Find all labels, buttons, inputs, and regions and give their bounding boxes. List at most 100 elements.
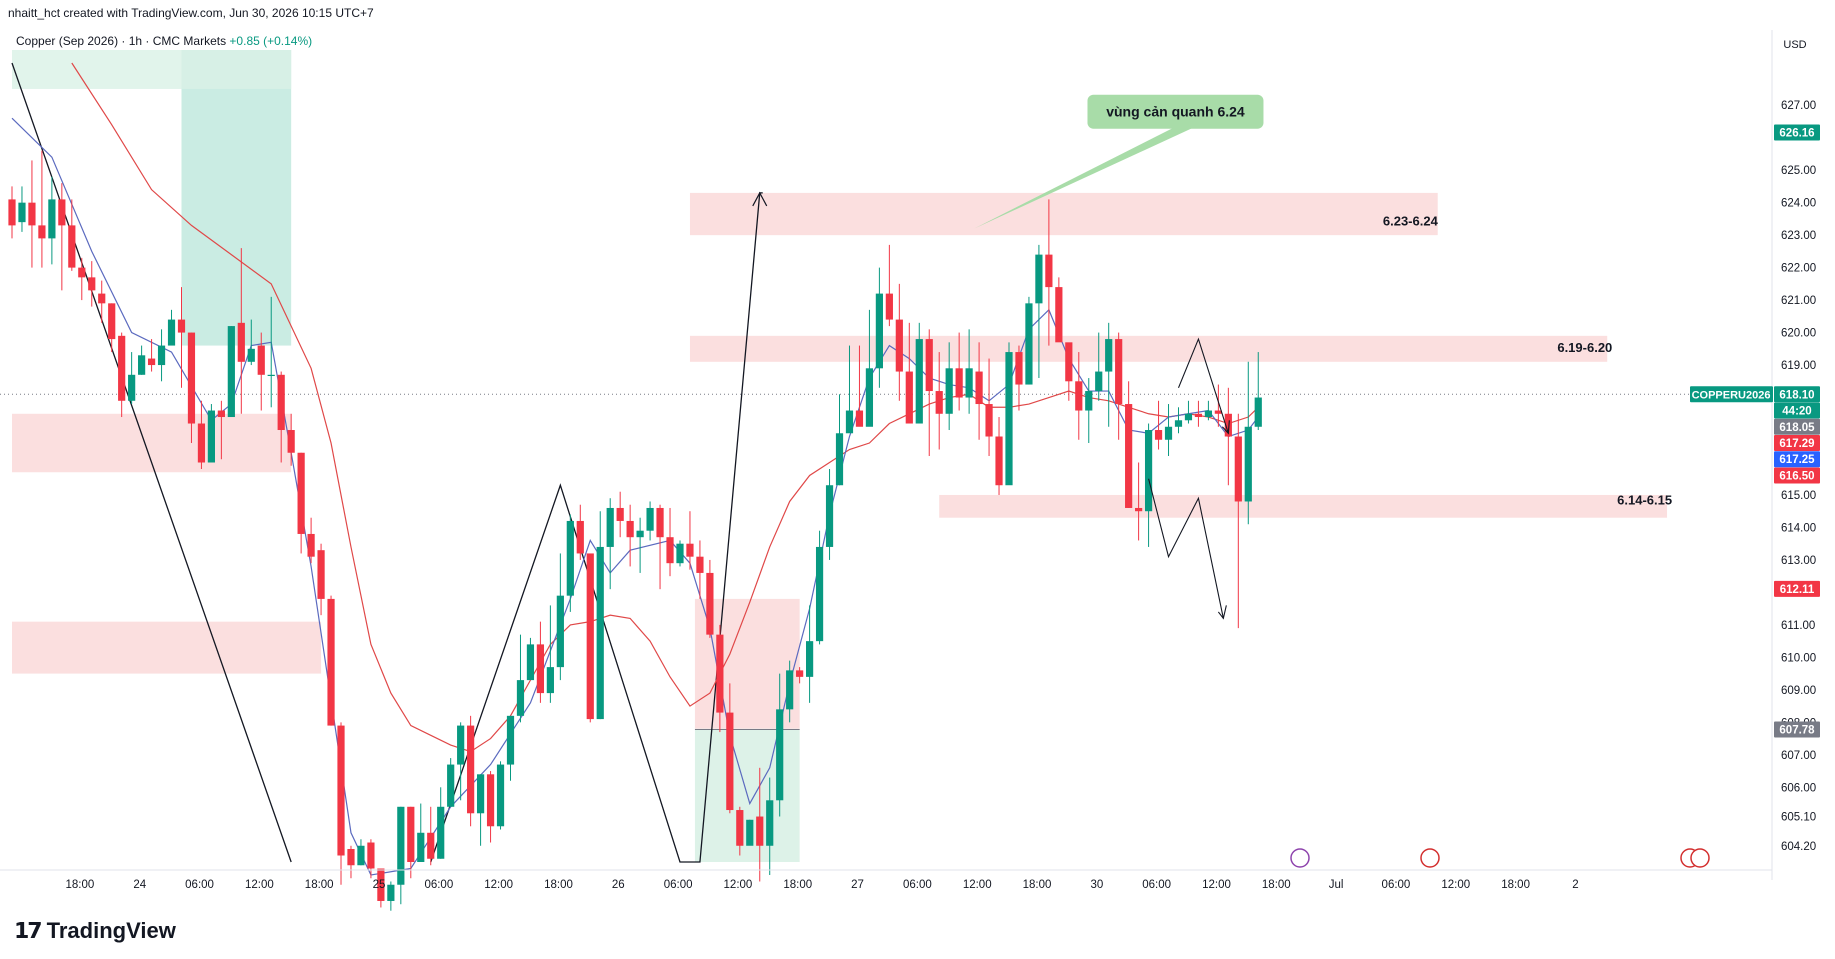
- callout-pointer: [974, 125, 1198, 229]
- candles-group: [8, 150, 1262, 911]
- candle-body: [257, 345, 265, 375]
- price-tag-bg: [1774, 580, 1820, 597]
- candle-body: [98, 293, 106, 304]
- candle-body: [696, 556, 704, 573]
- price-tag-bg: [1774, 418, 1820, 435]
- callout-text: vùng cản quanh 6.24: [1106, 104, 1245, 120]
- candle-body: [1234, 436, 1242, 502]
- candle-body: [1244, 426, 1252, 502]
- us-flag-event-icon: [1690, 848, 1710, 868]
- zone-label: 6.23-6.24: [1383, 213, 1439, 228]
- candle-body: [1025, 303, 1033, 385]
- resistance-zone: [939, 494, 1668, 518]
- candle-body: [955, 368, 963, 398]
- candle-body: [377, 868, 385, 901]
- candle-body: [506, 715, 515, 765]
- symbol-tag-label: COPPERU2026: [1692, 389, 1771, 401]
- x-tick-label: 12:00: [724, 879, 753, 891]
- candle-body: [417, 832, 425, 862]
- x-tick-label: 25: [373, 879, 386, 891]
- price-tag-label: 616.50: [1779, 470, 1814, 482]
- candle-body: [925, 339, 933, 392]
- candle-body: [766, 800, 774, 846]
- candle-body: [476, 774, 485, 814]
- candle-body: [746, 819, 754, 846]
- candle-body: [1105, 339, 1113, 372]
- candle-body: [48, 199, 56, 239]
- y-tick-label: 610.00: [1781, 652, 1816, 664]
- candle-body: [885, 293, 893, 320]
- price-tag-label: 617.29: [1779, 438, 1814, 450]
- projection-path-lower: [1148, 478, 1224, 619]
- candle-body: [1214, 410, 1222, 414]
- candle-body: [187, 332, 196, 424]
- candle-body: [317, 550, 325, 599]
- candle-body: [1035, 254, 1043, 304]
- price-tag-label: 44:20: [1782, 406, 1811, 418]
- candle-body: [815, 546, 824, 642]
- candle-body: [457, 725, 465, 765]
- symbol-legend: Copper (Sep 2026) · 1h · CMC Markets +0.…: [16, 34, 312, 48]
- price-tag-label: 626.16: [1779, 127, 1814, 139]
- resistance-zone: [12, 621, 322, 674]
- candle-body: [975, 371, 983, 405]
- x-tick-label: 06:00: [424, 879, 453, 891]
- candle-body: [207, 410, 215, 463]
- x-tick-label: 12:00: [963, 879, 992, 891]
- candle-body: [1174, 420, 1183, 427]
- price-tag-bg: [1774, 721, 1820, 738]
- candle-body: [58, 199, 66, 226]
- y-tick-label: 620.00: [1781, 328, 1816, 340]
- candle-body: [686, 543, 694, 557]
- candle-body: [666, 537, 674, 564]
- candle-body: [108, 303, 116, 340]
- candle-body: [756, 816, 764, 846]
- x-tick-label: 06:00: [1142, 879, 1171, 891]
- candle-body: [467, 725, 475, 814]
- candle-body: [1085, 391, 1093, 411]
- y-tick-label: 622.00: [1781, 263, 1816, 275]
- candle-body: [516, 680, 525, 716]
- candle-body: [277, 374, 285, 431]
- y-tick-label: 607.00: [1781, 750, 1816, 762]
- x-tick-label: 30: [1090, 879, 1103, 891]
- candle-body: [28, 202, 36, 226]
- y-tick-label: 614.00: [1781, 522, 1816, 534]
- y-tick-label: 611.00: [1781, 620, 1815, 632]
- candle-body: [636, 530, 644, 538]
- chart-author-line: nhaitt_hct created with TradingView.com,…: [8, 6, 374, 20]
- candle-body: [267, 374, 275, 376]
- candle-body: [287, 430, 295, 453]
- candle-body: [546, 667, 554, 694]
- candle-body: [945, 368, 953, 414]
- candle-body: [8, 199, 16, 226]
- candle-body: [776, 709, 784, 801]
- candle-body: [38, 225, 46, 239]
- x-tick-label: 18:00: [305, 879, 334, 891]
- zigzag-arrowhead: [752, 191, 768, 207]
- price-tag-bg: [1774, 451, 1820, 468]
- candle-body: [965, 368, 973, 398]
- price-tag-label: 607.78: [1779, 724, 1815, 736]
- candle-body: [427, 832, 435, 859]
- candle-body: [237, 322, 245, 362]
- candle-body: [1005, 352, 1013, 486]
- x-tick-label: 26: [612, 879, 625, 891]
- candle-body: [586, 553, 594, 720]
- candle-body: [935, 391, 943, 414]
- candle-body: [327, 598, 335, 726]
- candle-body: [616, 507, 624, 521]
- resistance-zone: [689, 335, 1608, 362]
- candle-body: [367, 842, 375, 869]
- candle-body: [357, 845, 365, 866]
- x-tick-label: 12:00: [1202, 879, 1231, 891]
- candle-body: [397, 806, 405, 885]
- x-tick-label: 18:00: [544, 879, 573, 891]
- candle-body: [1065, 342, 1073, 382]
- tradingview-brand: 𝟭𝟳 TradingView: [14, 918, 176, 944]
- candle-body: [835, 433, 844, 486]
- price-tag-label: 612.11: [1780, 584, 1815, 596]
- price-tag-label: 618.05: [1779, 422, 1815, 434]
- x-tick-label: 12:00: [1441, 879, 1470, 891]
